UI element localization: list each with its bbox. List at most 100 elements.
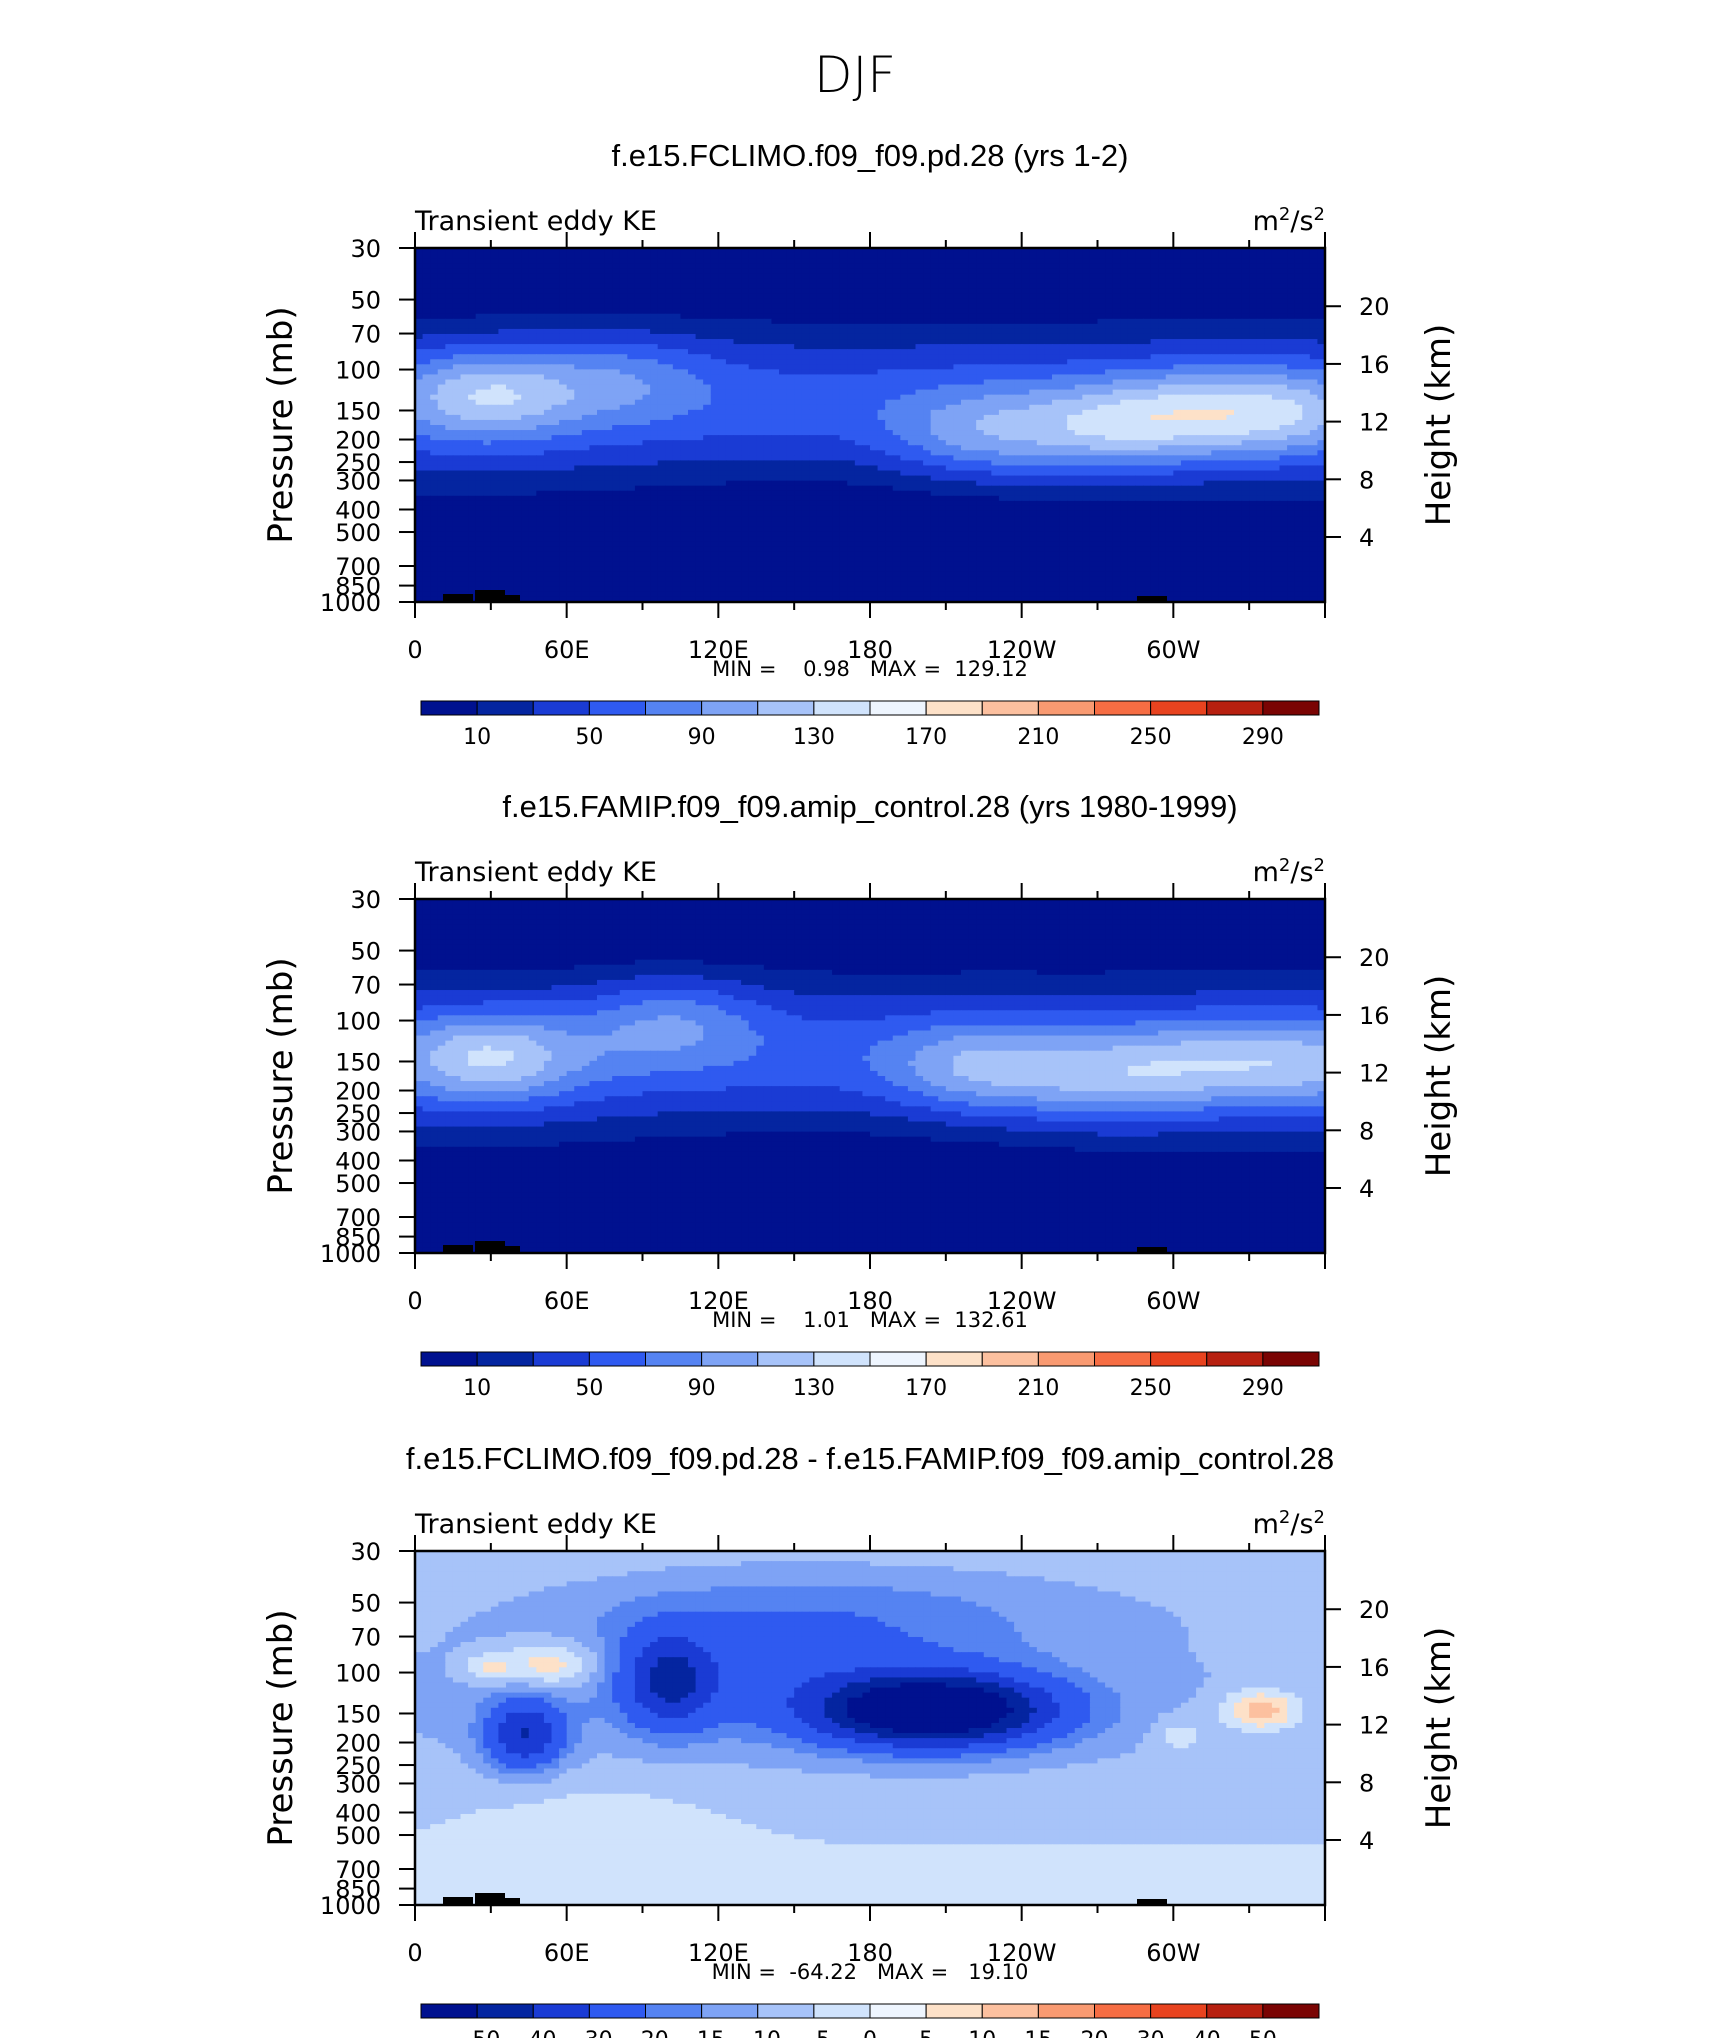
contour-cell — [976, 409, 985, 416]
contour-cell — [619, 328, 628, 335]
contour-cell — [1287, 394, 1296, 401]
contour-cell — [809, 404, 818, 411]
contour-cell — [923, 419, 932, 426]
contour-cell — [506, 339, 515, 345]
contour-cell — [1036, 258, 1046, 264]
contour-cell — [536, 298, 545, 305]
contour-cell — [877, 384, 886, 391]
contour-cell — [672, 369, 682, 376]
contour-cell — [475, 430, 484, 436]
contour-cell — [1036, 394, 1046, 401]
contour-cell — [1135, 278, 1144, 284]
contour-cell — [1302, 283, 1311, 290]
contour-cell — [1294, 430, 1303, 436]
contour-cell — [741, 283, 750, 290]
contour-cell — [634, 369, 644, 376]
contour-cell — [597, 293, 606, 300]
contour-cell — [657, 328, 666, 335]
contour-cell — [1089, 278, 1099, 284]
contour-cell — [513, 399, 522, 406]
contour-cell — [506, 349, 515, 355]
contour-cell — [521, 303, 530, 310]
contour-cell — [1150, 333, 1159, 340]
contour-cell — [1165, 359, 1174, 365]
contour-cell — [688, 303, 697, 310]
contour-cell — [422, 419, 431, 426]
contour-cell — [1287, 328, 1296, 335]
contour-cell — [1006, 430, 1015, 436]
contour-cell — [672, 419, 682, 426]
contour-cell — [521, 445, 530, 451]
contour-cell — [703, 369, 712, 376]
contour-cell — [900, 394, 909, 401]
contour-cell — [672, 344, 682, 350]
contour-cell — [1264, 399, 1273, 406]
contour-cell — [1165, 323, 1174, 330]
contour-cell — [938, 248, 947, 254]
contour-cell — [900, 333, 909, 340]
contour-cell — [1226, 339, 1235, 345]
contour-cell — [733, 313, 742, 320]
contour-cell — [581, 263, 591, 269]
contour-cell — [460, 349, 469, 355]
contour-cell — [718, 414, 727, 421]
contour-cell — [1226, 379, 1235, 386]
contour-cell — [589, 263, 598, 269]
contour-cell — [1218, 293, 1228, 300]
contour-cell — [801, 278, 810, 284]
contour-cell — [551, 404, 560, 411]
contour-cell — [748, 440, 757, 446]
contour-cell — [968, 293, 977, 300]
contour-cell — [422, 268, 431, 274]
contour-cell — [1127, 440, 1137, 446]
contour-cell — [543, 248, 553, 254]
contour-cell — [543, 293, 553, 300]
contour-cell — [1112, 313, 1121, 320]
contour-cell — [619, 364, 628, 370]
contour-cell — [415, 354, 424, 360]
contour-cell — [695, 313, 704, 320]
contour-cell — [1226, 283, 1235, 290]
contour-cell — [536, 384, 545, 391]
contour-cell — [900, 435, 909, 441]
contour-cell — [551, 435, 560, 441]
contour-cell — [589, 425, 598, 431]
contour-cell — [1135, 435, 1144, 441]
contour-cell — [528, 404, 537, 411]
contour-cell — [756, 389, 765, 396]
contour-cell — [1143, 419, 1152, 426]
contour-cell — [1158, 288, 1167, 295]
contour-cell — [991, 430, 1000, 436]
contour-cell — [847, 404, 856, 411]
contour-cell — [612, 425, 621, 431]
contour-cell — [961, 364, 970, 370]
contour-cell — [445, 379, 454, 386]
contour-cell — [786, 399, 795, 406]
contour-cell — [1309, 354, 1319, 360]
contour-cell — [559, 339, 568, 345]
contour-cell — [581, 293, 591, 300]
contour-cell — [983, 344, 992, 350]
contour-cell — [907, 389, 917, 396]
contour-cell — [551, 379, 560, 386]
contour-cell — [930, 303, 939, 310]
contour-cell — [885, 399, 894, 406]
contour-cell — [695, 278, 704, 284]
contour-cell — [1089, 404, 1099, 411]
contour-cell — [1249, 253, 1258, 259]
contour-cell — [612, 263, 621, 269]
contour-cell — [468, 328, 477, 335]
contour-cell — [1150, 278, 1159, 284]
contour-cell — [1127, 308, 1137, 315]
contour-cell — [1279, 389, 1288, 396]
contour-cell — [1241, 404, 1250, 411]
contour-cell — [642, 379, 651, 386]
contour-cell — [1044, 404, 1053, 411]
contour-cell — [650, 374, 659, 381]
contour-cell — [680, 318, 689, 325]
contour-cell — [1294, 404, 1303, 411]
contour-cell — [1082, 283, 1091, 290]
contour-cell — [1264, 258, 1273, 264]
contour-cell — [521, 278, 530, 284]
contour-cell — [619, 288, 628, 295]
